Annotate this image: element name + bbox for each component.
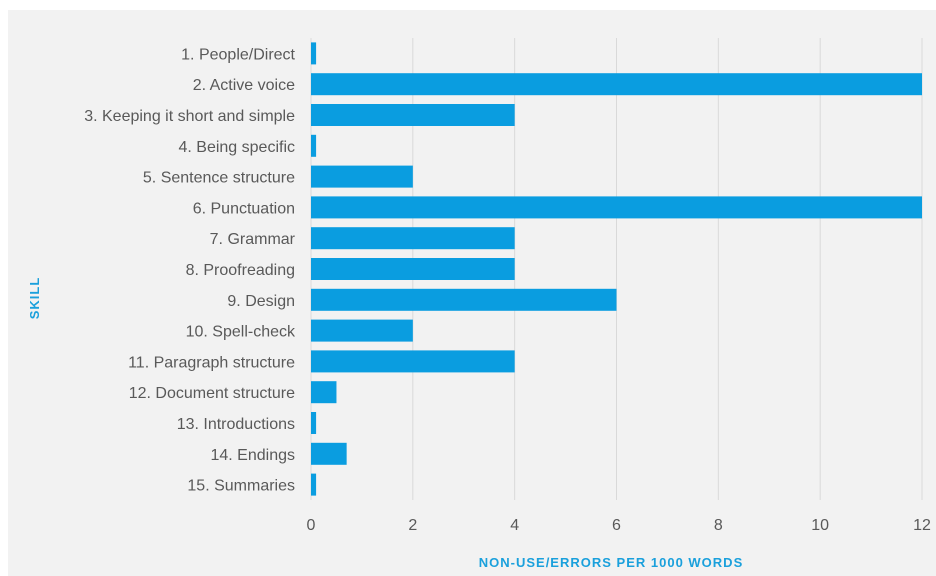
bar	[311, 412, 317, 434]
category-label: 6. Punctuation	[193, 200, 295, 217]
x-tick-label: 12	[913, 517, 931, 534]
x-tick-label: 0	[307, 517, 316, 534]
category-label: 4. Being specific	[178, 139, 295, 156]
bar	[311, 258, 515, 280]
x-tick-label: 4	[510, 517, 519, 534]
category-label: 1. People/Direct	[181, 46, 295, 63]
bar	[311, 73, 922, 96]
x-tick-label: 10	[811, 517, 829, 534]
bar	[311, 196, 922, 219]
bar	[311, 319, 413, 342]
category-label: 5. Sentence structure	[143, 170, 295, 187]
bar	[311, 381, 337, 404]
bar	[311, 165, 413, 188]
category-label: 13. Introductions	[177, 416, 295, 433]
x-axis-title: NON-USE/ERRORS PER 1000 WORDS	[479, 555, 744, 570]
bar	[311, 442, 347, 465]
x-tick-label: 8	[714, 517, 723, 534]
bar	[311, 288, 617, 311]
category-label: 15. Summaries	[187, 478, 295, 495]
category-label: 8. Proofreading	[186, 262, 295, 279]
y-axis-title: SKILL	[27, 277, 42, 320]
x-tick-label: 2	[408, 517, 417, 534]
category-label: 14. Endings	[210, 447, 295, 464]
bar	[311, 104, 515, 126]
bar	[311, 473, 317, 496]
bar	[311, 42, 317, 65]
bar	[311, 227, 515, 250]
bars-group	[311, 42, 922, 496]
bar	[311, 134, 317, 157]
category-labels: 1. People/Direct 2. Active voice 3. Keepin…	[84, 46, 296, 494]
category-label: 10. Spell-check	[186, 324, 296, 341]
category-label: 3. Keeping it short and simple	[84, 108, 295, 125]
category-label: 12. Document structure	[129, 385, 295, 402]
x-tick-label: 6	[612, 517, 621, 534]
x-tick-labels: 0 2 4 6 8 10 12	[307, 517, 931, 534]
bar	[311, 350, 515, 373]
category-label: 9. Design	[227, 293, 295, 310]
category-label: 11. Paragraph structure	[128, 354, 295, 371]
category-label: 2. Active voice	[193, 77, 295, 94]
category-label: 7. Grammar	[210, 231, 296, 248]
